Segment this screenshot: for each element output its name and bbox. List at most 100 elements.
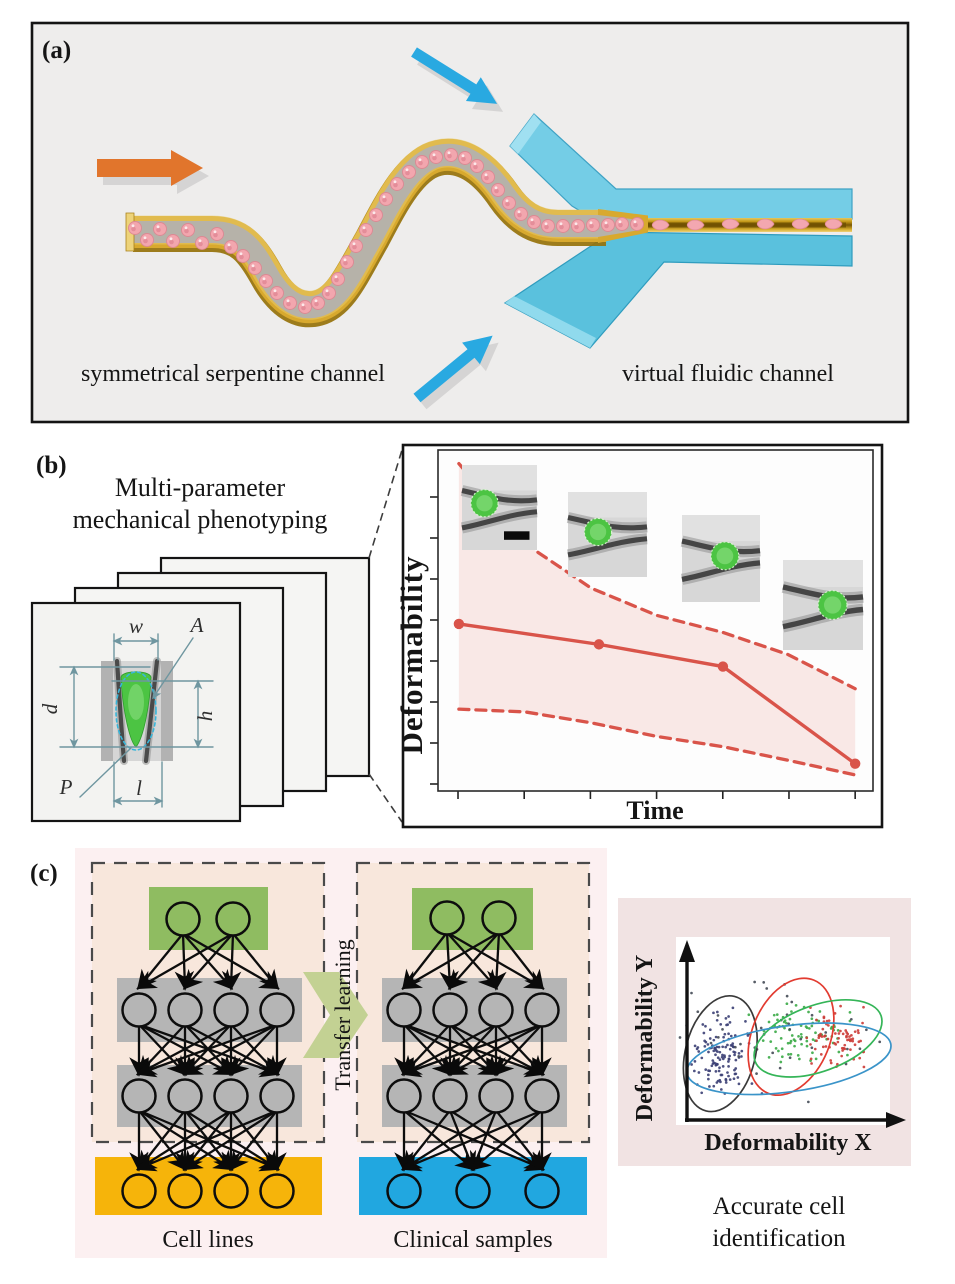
nn-node (259, 992, 295, 1028)
nn-node (429, 900, 465, 936)
transfer-learning-label: Transfer learning (330, 939, 355, 1090)
nn-node (213, 1078, 249, 1114)
neural-network-cell-lines (95, 887, 322, 1215)
nn-link (493, 1023, 543, 1076)
panel-b-title-line2: mechanical phenotyping (73, 505, 328, 534)
nn-link (221, 933, 242, 991)
nn-link (400, 1023, 543, 1078)
scatter-y-label: Deformability Y (632, 955, 658, 1121)
nn-node (121, 1078, 157, 1114)
data-point (717, 661, 729, 672)
zoom-connector-lines (368, 449, 403, 823)
nn-link (447, 931, 500, 990)
nn-link (498, 931, 545, 991)
cell-snapshot-inset (566, 492, 648, 577)
nn-link (228, 1023, 278, 1076)
serpentine-channel-caption: symmetrical serpentine channel (81, 361, 385, 387)
nn-node (213, 992, 249, 1028)
y-axis-arrowhead (679, 940, 695, 962)
nn-node (481, 900, 517, 936)
scatter-x-label: Deformability X (704, 1130, 872, 1156)
x-axis-arrowhead (886, 1112, 906, 1128)
nn-node (259, 1173, 295, 1209)
nn-node (167, 1173, 203, 1209)
nn-node (524, 1173, 560, 1209)
x-axis-label: Time (626, 796, 683, 825)
ellipse-green (753, 999, 883, 1078)
sheath-flow-arrow-top (411, 47, 504, 112)
cell-snapshot-inset (781, 560, 864, 650)
nn-link (135, 1109, 278, 1172)
image-frame-stack (30, 556, 371, 823)
axis-ticks (430, 496, 856, 799)
identification-caption-line1: Accurate cell (713, 1193, 846, 1220)
nn-node (524, 992, 560, 1028)
identification-scatter-plot: Deformability Y Deformability X (618, 898, 911, 1166)
virtual-channel-caption: virtual fluidic channel (622, 361, 834, 387)
data-point (849, 758, 861, 769)
nn-link (447, 1023, 543, 1076)
nn-node (478, 992, 514, 1028)
scale-bar (504, 531, 530, 540)
spread-band (458, 463, 856, 775)
data-point (593, 639, 605, 650)
nn-node (215, 901, 251, 937)
nn-link (232, 932, 280, 991)
panel-b-tag: (b) (36, 452, 67, 479)
panel-c-tag: (c) (30, 860, 58, 887)
nn-node (478, 1078, 514, 1114)
nn-link (182, 1109, 278, 1171)
nn-node (259, 1078, 295, 1114)
nn-node (432, 1078, 468, 1114)
data-point (453, 618, 465, 630)
nn-node (167, 1078, 203, 1114)
panel-b-title-line1: Multi-parameter (115, 473, 286, 502)
nn-node (386, 1078, 422, 1114)
nn-node (165, 901, 201, 937)
transfer-arrow (303, 972, 368, 1058)
panel-a-serpentine-schematic: (a) symmetrical serpentine channel virtu… (30, 21, 910, 424)
nn-link (182, 1023, 278, 1076)
nn-link (487, 932, 507, 991)
nn-node (455, 1173, 491, 1209)
nn-node (524, 1078, 560, 1114)
sheath-flow-arrow-bottom (413, 335, 499, 410)
cell-measurement-diagram: w A d h P l (38, 613, 217, 808)
nn-link (470, 1109, 543, 1171)
nn-link (182, 932, 234, 990)
label-height-h: h (193, 711, 217, 722)
deformability-time-chart: Deformability Time (394, 443, 884, 829)
label-perimeter-P: P (59, 775, 73, 799)
nn-link (401, 931, 500, 990)
nn-link (448, 1110, 477, 1172)
nn-node (386, 1173, 422, 1209)
label-diameter-d: d (38, 703, 62, 714)
nn-node (121, 992, 157, 1028)
neural-network-clinical (359, 888, 587, 1215)
fitted-contour-ellipse (115, 671, 157, 751)
cell-lines-caption: Cell lines (162, 1227, 253, 1253)
chart-content (453, 461, 864, 777)
nn-node (213, 1173, 249, 1209)
band-bound-dashed (457, 707, 857, 777)
nn-link (135, 1023, 278, 1078)
measurement-lines (59, 633, 214, 808)
cell-snapshot-inset (680, 515, 761, 602)
nn-node (121, 1173, 157, 1209)
label-length-l: l (136, 776, 142, 800)
flowing-cells (128, 148, 843, 314)
cell-snapshot-inset (460, 465, 538, 550)
y-axis-label: Deformability (394, 556, 429, 755)
label-width-w: w (129, 614, 143, 638)
nn-node (386, 992, 422, 1028)
panel-b-phenotyping: (b) Multi-parameter mechanical phenotypi… (30, 443, 884, 829)
mean-deformability-line (458, 622, 857, 766)
nn-link (136, 932, 234, 990)
label-area-A: A (189, 613, 204, 637)
nn-node (432, 992, 468, 1028)
identification-caption-line2: identification (712, 1225, 846, 1252)
nn-link (228, 1109, 278, 1172)
nn-link (400, 1109, 543, 1172)
